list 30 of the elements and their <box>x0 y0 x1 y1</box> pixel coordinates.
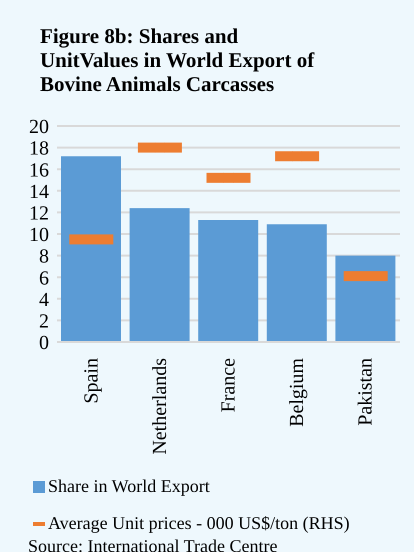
legend-label: Share in World Export <box>48 476 210 497</box>
bar <box>266 224 327 342</box>
point <box>360 271 371 282</box>
y-tick-label: 20 <box>29 116 49 138</box>
y-tick-label: 16 <box>29 159 49 182</box>
bar <box>198 220 258 342</box>
point <box>86 234 96 244</box>
x-tick-label: Belgium <box>286 358 308 427</box>
y-tick-label: 10 <box>29 224 49 246</box>
x-tick-label: France <box>218 358 240 412</box>
x-tick-label: Netherlands <box>148 358 171 455</box>
bar <box>335 256 396 342</box>
y-tick-label: 14 <box>29 180 49 203</box>
y-tick-label: 8 <box>39 246 49 268</box>
y-tick-label: 6 <box>39 267 49 290</box>
y-tick-label: 2 <box>39 310 49 332</box>
bar <box>130 208 190 342</box>
x-tick-label: Pakistan <box>354 358 377 426</box>
y-tick-label: 4 <box>39 288 49 311</box>
source-note: Source: International Trade Centre <box>28 536 278 552</box>
y-tick-label: 18 <box>29 138 49 160</box>
y-tick-label: 0 <box>39 332 49 354</box>
x-tick-label: Spain <box>80 358 102 404</box>
chart-title: Figure 8b: Shares and UnitValues in World Export of Bovine Animals Carcasses <box>40 24 316 96</box>
legend-label: Average Unit prices - 000 US$/ton (RHS) <box>48 513 350 534</box>
y-tick-label: 12 <box>29 202 49 224</box>
point <box>224 172 234 183</box>
point <box>154 142 165 153</box>
bar <box>61 156 121 342</box>
point <box>292 151 302 162</box>
